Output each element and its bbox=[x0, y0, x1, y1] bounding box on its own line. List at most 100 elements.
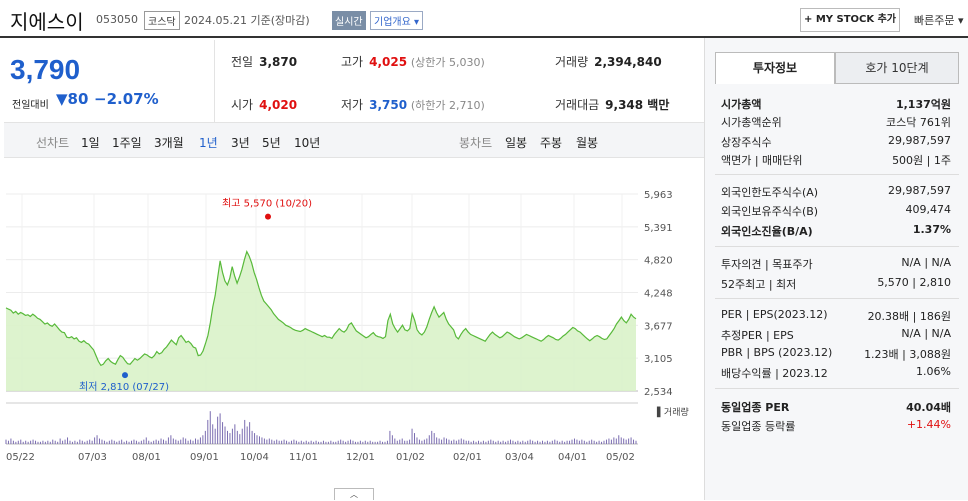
stat-open: 시가 4,020 bbox=[231, 98, 298, 112]
info-value: 29,987,597 bbox=[888, 134, 951, 147]
info-row: 시가총액 1,137억원 bbox=[721, 96, 951, 114]
company-info-dropdown[interactable]: 기업개요 ▾ bbox=[370, 11, 423, 30]
realtime-button[interactable]: 실시간 bbox=[332, 11, 366, 30]
tab-1y[interactable]: 1년 bbox=[199, 136, 218, 150]
panel-divider bbox=[715, 388, 959, 389]
info-row: 시가총액순위 코스닥 761위 bbox=[721, 114, 951, 132]
tab-monthly[interactable]: 월봉 bbox=[576, 136, 599, 150]
price-summary: 3,790 전일대비 ▼80 −2.07% bbox=[4, 42, 214, 122]
info-label: PBR | BPS (2023.12) bbox=[721, 346, 833, 359]
info-row: 52주최고 | 최저 5,570 | 2,810 bbox=[721, 276, 951, 294]
info-value: N/A | N/A bbox=[901, 256, 951, 269]
stat-amount: 거래대금 9,348 백만 bbox=[555, 98, 670, 112]
info-row: PBR | BPS (2023.12) 1.23배 | 3,088원 bbox=[721, 346, 951, 364]
x-tick-label: 04/01 bbox=[558, 452, 587, 463]
info-label: 시가총액 bbox=[721, 98, 762, 111]
price-line bbox=[5, 250, 637, 367]
tab-10y[interactable]: 10년 bbox=[294, 136, 321, 150]
info-row: 외국인보유주식수(B) 409,474 bbox=[721, 203, 951, 221]
x-tick-label: 10/04 bbox=[240, 452, 269, 463]
info-value: 409,474 bbox=[905, 203, 952, 216]
volume-legend: ▌거래량 bbox=[656, 406, 689, 418]
low-marker bbox=[122, 372, 128, 379]
high-annotation: 최고 5,570 (10/20) bbox=[222, 198, 312, 210]
tab-3m[interactable]: 3개월 bbox=[154, 136, 184, 150]
info-row: PER | EPS(2023.12) 20.38배 | 186원 bbox=[721, 308, 951, 326]
x-tick-label: 08/01 bbox=[132, 452, 161, 463]
low-annotation: 최저 2,810 (07/27) bbox=[79, 381, 169, 393]
x-tick-label: 03/04 bbox=[505, 452, 534, 463]
tab-order-book[interactable]: 호가 10단계 bbox=[835, 52, 959, 84]
info-row: 동일업종 PER 40.04배 bbox=[721, 399, 951, 417]
y-tick-label: 4,820 bbox=[644, 256, 673, 267]
price-area bbox=[6, 251, 636, 391]
x-tick-label: 11/01 bbox=[289, 452, 318, 463]
info-row: 외국인한도주식수(A) 29,987,597 bbox=[721, 184, 951, 202]
y-tick-label: 5,391 bbox=[644, 223, 673, 234]
info-row: 동일업종 등락률 +1.44% bbox=[721, 418, 951, 436]
info-value: 40.04배 bbox=[906, 401, 951, 414]
info-label: 시가총액순위 bbox=[721, 116, 782, 129]
info-value: 1.06% bbox=[916, 365, 951, 378]
info-row: 투자의견 | 목표주가 N/A | N/A bbox=[721, 256, 951, 274]
info-value: 500원 | 1주 bbox=[892, 154, 951, 167]
tab-1d[interactable]: 1일 bbox=[81, 136, 100, 150]
quote-date: 2024.05.21 기준(장마감) bbox=[184, 14, 310, 27]
change-label: 전일대비 bbox=[12, 100, 49, 111]
stock-name: 지에스이 bbox=[10, 10, 84, 34]
y-tick-label: 3,105 bbox=[644, 354, 673, 365]
y-tick-label: 5,963 bbox=[644, 190, 673, 201]
x-tick-label: 05/02 bbox=[606, 452, 635, 463]
stat-prev: 전일 3,870 bbox=[231, 55, 298, 69]
tab-3y[interactable]: 3년 bbox=[231, 136, 250, 150]
info-label: 외국인보유주식수(B) bbox=[721, 205, 819, 218]
price-change-pct: −2.07% bbox=[94, 90, 159, 108]
x-tick-label: 12/01 bbox=[346, 452, 375, 463]
stock-header: 지에스이 053050 코스닥 2024.05.21 기준(장마감) 실시간 기… bbox=[0, 0, 968, 38]
quick-order-dropdown[interactable]: 빠른주문 ▾ bbox=[914, 14, 964, 27]
info-label: 동일업종 등락률 bbox=[721, 420, 796, 433]
info-row: 배당수익률 | 2023.12 1.06% bbox=[721, 365, 951, 383]
period-tab-bar: 선차트 1일 1주일 3개월 1년 3년 5년 10년 봉차트 일봉 주봉 월봉 bbox=[4, 122, 704, 158]
info-label: PER | EPS(2023.12) bbox=[721, 308, 828, 321]
y-tick-label: 4,248 bbox=[644, 289, 673, 300]
line-chart-label: 선차트 bbox=[36, 136, 70, 150]
info-label: 동일업종 PER bbox=[721, 401, 790, 414]
info-value: 20.38배 | 186원 bbox=[867, 310, 951, 323]
price-stats: 전일 3,870 고가 4,025 (상한가 5,030) 거래량 2,394,840… bbox=[214, 40, 704, 122]
tab-weekly[interactable]: 주봉 bbox=[540, 136, 563, 150]
info-label: 외국인소진율(B/A) bbox=[721, 225, 813, 238]
info-value: 1.37% bbox=[912, 223, 951, 236]
add-mystock-button[interactable]: + MY STOCK 추가 bbox=[800, 8, 900, 32]
info-value: 1,137억원 bbox=[895, 98, 951, 111]
price-change: ▼80 bbox=[56, 90, 89, 108]
info-value: 코스닥 761위 bbox=[886, 116, 951, 129]
y-tick-label: 2,534 bbox=[644, 387, 673, 398]
info-label: 액면가 | 매매단위 bbox=[721, 154, 803, 167]
tab-5y[interactable]: 5년 bbox=[262, 136, 281, 150]
info-value: 29,987,597 bbox=[888, 184, 951, 197]
info-row: 상장주식수 29,987,597 bbox=[721, 134, 951, 152]
price-chart[interactable]: 5,963 5,391 4,820 4,248 3,677 3,105 2,534 최고 5,… bbox=[4, 180, 704, 470]
x-tick-label: 02/01 bbox=[453, 452, 482, 463]
stat-volume: 거래량 2,394,840 bbox=[555, 55, 662, 69]
market-badge: 코스닥 bbox=[144, 11, 180, 30]
info-label: 외국인한도주식수(A) bbox=[721, 186, 819, 199]
tab-1w[interactable]: 1주일 bbox=[112, 136, 142, 150]
current-price: 3,790 bbox=[10, 54, 81, 85]
y-tick-label: 3,677 bbox=[644, 321, 673, 332]
tab-investment-info[interactable]: 투자정보 bbox=[715, 52, 835, 84]
collapse-toggle[interactable]: ︿ bbox=[334, 488, 374, 500]
panel-divider bbox=[715, 246, 959, 247]
info-label: 추정PER | EPS bbox=[721, 329, 794, 342]
info-value: 1.23배 | 3,088원 bbox=[864, 348, 951, 361]
info-row: 외국인소진율(B/A) 1.37% bbox=[721, 223, 951, 241]
high-marker bbox=[265, 213, 271, 220]
tab-daily[interactable]: 일봉 bbox=[505, 136, 528, 150]
info-label: 배당수익률 | 2023.12 bbox=[721, 367, 828, 380]
info-label: 투자의견 | 목표주가 bbox=[721, 258, 813, 271]
x-tick-label: 05/22 bbox=[6, 452, 35, 463]
stock-code: 053050 bbox=[96, 13, 138, 26]
stat-high: 고가 4,025 (상한가 5,030) bbox=[341, 55, 485, 69]
